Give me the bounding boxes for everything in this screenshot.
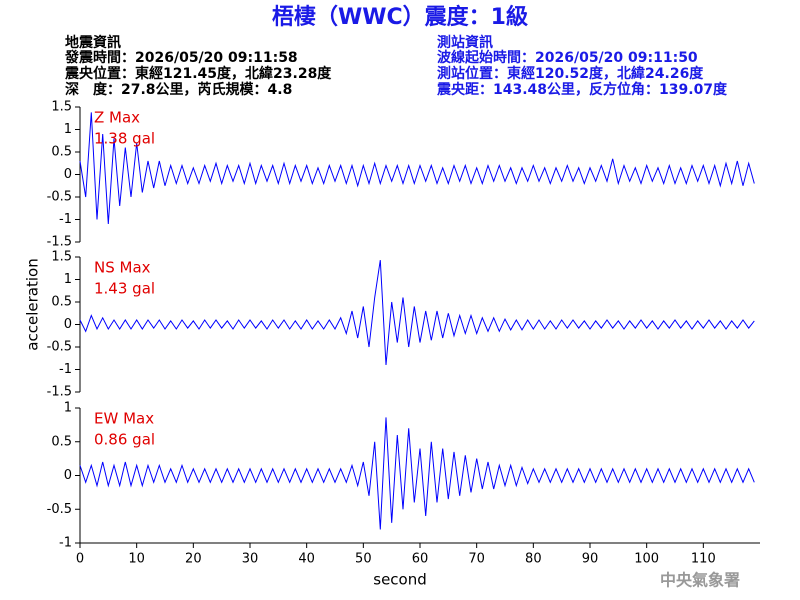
y-tick-label: 0.5 [51, 295, 72, 310]
y-tick-label: 1 [64, 122, 72, 137]
y-tick-label: 1 [64, 272, 72, 287]
annotation: 1.43 gal [94, 280, 155, 298]
info-right: 測站資訊 [437, 34, 493, 51]
info-left: 發震時間：2026/05/20 09:11:58 [64, 49, 298, 66]
y-tick-label: -0.5 [47, 340, 72, 355]
x-tick-label: 20 [185, 552, 202, 567]
y-tick-label: 0 [64, 317, 72, 332]
annotation: 1.38 gal [94, 130, 155, 148]
x-tick-label: 90 [582, 552, 599, 567]
y-tick-label: 0.5 [51, 434, 72, 449]
y-tick-label: -1 [59, 212, 72, 227]
x-axis-label: second [373, 571, 427, 589]
annotation: NS Max [94, 259, 151, 277]
waveform [79, 417, 755, 530]
info-right: 震央距：143.48公里，反方位角：139.07度 [436, 81, 728, 98]
annotation: EW Max [94, 410, 154, 428]
info-right: 測站位置：東經120.52度，北緯24.26度 [437, 65, 704, 82]
y-tick-label: 1.5 [51, 250, 72, 265]
x-tick-label: 10 [128, 552, 145, 567]
x-tick-label: 60 [412, 552, 429, 567]
x-tick-label: 50 [355, 552, 372, 567]
y-tick-label: 0 [64, 468, 72, 483]
y-tick-label: 0 [64, 167, 72, 182]
x-tick-label: 80 [525, 552, 542, 567]
y-tick-label: -0.5 [47, 502, 72, 517]
y-tick-label: -1.5 [47, 385, 72, 400]
chart-title: 梧棲（WWC）震度：1級 [272, 4, 528, 30]
info-right: 波線起始時間：2026/05/20 09:11:50 [437, 49, 698, 66]
waveform [79, 112, 755, 225]
annotation: 0.86 gal [94, 431, 155, 449]
annotation: Z Max [94, 109, 140, 127]
x-tick-label: 0 [76, 552, 84, 567]
y-tick-label: -0.5 [47, 190, 72, 205]
waveform [79, 260, 755, 366]
x-tick-label: 70 [468, 552, 485, 567]
y-tick-label: 1.5 [51, 100, 72, 115]
x-tick-label: 100 [634, 552, 659, 567]
y-tick-label: -1 [59, 362, 72, 377]
y-tick-label: 1 [64, 401, 72, 416]
info-left: 地震資訊 [65, 34, 121, 51]
footer: 中央氣象署 [660, 571, 740, 590]
info-left: 深 度：27.8公里，芮氏規模：4.8 [65, 81, 292, 98]
y-tick-label: -1 [59, 536, 72, 551]
y-tick-label: -1.5 [47, 235, 72, 250]
x-tick-label: 110 [691, 552, 716, 567]
x-tick-label: 30 [242, 552, 259, 567]
info-left: 震央位置：東經121.45度，北緯23.28度 [64, 65, 332, 82]
y-axis-label: acceleration [24, 258, 42, 350]
y-tick-label: 0.5 [51, 145, 72, 160]
x-tick-label: 40 [298, 552, 315, 567]
